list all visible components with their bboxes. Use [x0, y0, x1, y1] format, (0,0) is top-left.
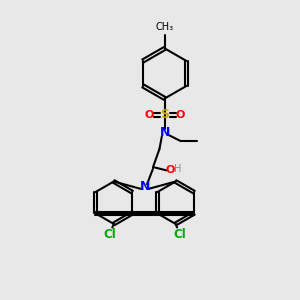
Text: Cl: Cl: [174, 228, 186, 241]
Text: O: O: [176, 110, 185, 120]
Text: CH₃: CH₃: [156, 22, 174, 32]
Text: N: N: [140, 180, 150, 193]
Text: N: N: [160, 126, 170, 140]
Text: H: H: [174, 164, 181, 174]
Text: Cl: Cl: [103, 228, 116, 241]
Text: O: O: [166, 165, 175, 175]
Text: O: O: [144, 110, 154, 120]
Text: S: S: [160, 108, 169, 121]
